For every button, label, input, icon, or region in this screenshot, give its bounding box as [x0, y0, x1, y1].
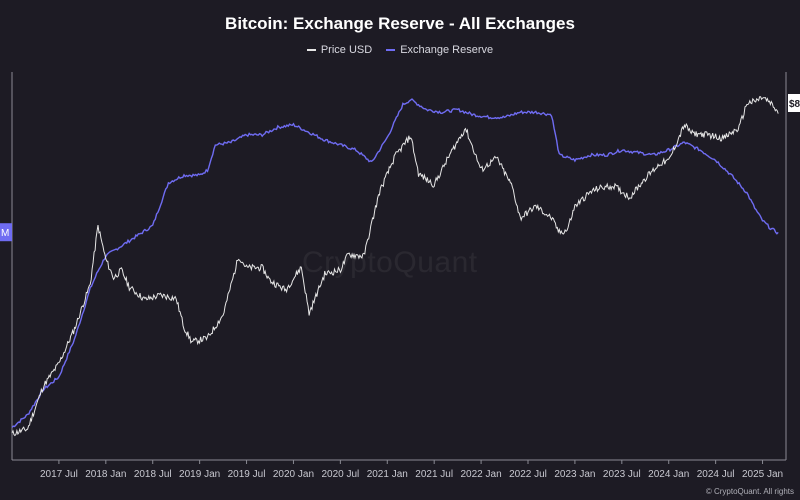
x-tick-label: 2023 Jan: [554, 469, 595, 480]
series-layer: [11, 96, 779, 437]
legend-swatch-price: [306, 49, 316, 51]
x-tick-label: 2019 Jan: [179, 469, 220, 480]
x-tick-label: 2017 Jul: [40, 469, 78, 480]
copyright-text: © CryptoQuant. All rights: [705, 487, 794, 496]
axis-markers: M $8: [0, 94, 800, 242]
x-tick-label: 2024 Jul: [697, 469, 735, 480]
x-tick-label: 2018 Jul: [134, 469, 172, 480]
series-line-exchange-reserve[interactable]: [11, 98, 779, 428]
left-axis-marker-bg: [0, 223, 12, 242]
x-tick-label: 2023 Jul: [603, 469, 641, 480]
chart-title: Bitcoin: Exchange Reserve - All Exchange…: [225, 14, 575, 33]
right-axis-marker: $8: [788, 94, 800, 112]
legend-item-price[interactable]: Price USD: [306, 44, 373, 56]
legend-label-reserve: Exchange Reserve: [400, 44, 494, 56]
left-axis-marker-label: M: [1, 228, 9, 239]
legend-item-reserve[interactable]: Exchange Reserve: [386, 44, 493, 56]
series-line-price-usd[interactable]: [11, 96, 779, 437]
legend: Price USD Exchange Reserve: [0, 44, 800, 56]
x-tick-label: 2018 Jan: [85, 469, 126, 480]
x-tick-label: 2020 Jul: [321, 469, 359, 480]
x-tick-label: 2021 Jan: [367, 469, 408, 480]
x-tick-label: 2020 Jan: [273, 469, 314, 480]
right-axis-marker-bg: [788, 94, 800, 112]
left-axis-marker: M: [0, 223, 12, 242]
x-tick-label: 2025 Jan: [742, 469, 783, 480]
x-tick-label: 2022 Jan: [461, 469, 502, 480]
x-tick-label: 2024 Jan: [648, 469, 689, 480]
axes: 2017 Jul 2018 Jan 2018 Jul 2019 Jan 2019 Jul…: [11, 72, 787, 480]
x-tick-label: 2021 Jul: [415, 469, 453, 480]
x-tick-label: 2022 Jul: [509, 469, 547, 480]
right-axis-marker-label: $8: [789, 99, 800, 110]
legend-label-price: Price USD: [320, 44, 373, 56]
x-tick-label: 2019 Jul: [228, 469, 266, 480]
legend-swatch-reserve: [386, 49, 396, 51]
